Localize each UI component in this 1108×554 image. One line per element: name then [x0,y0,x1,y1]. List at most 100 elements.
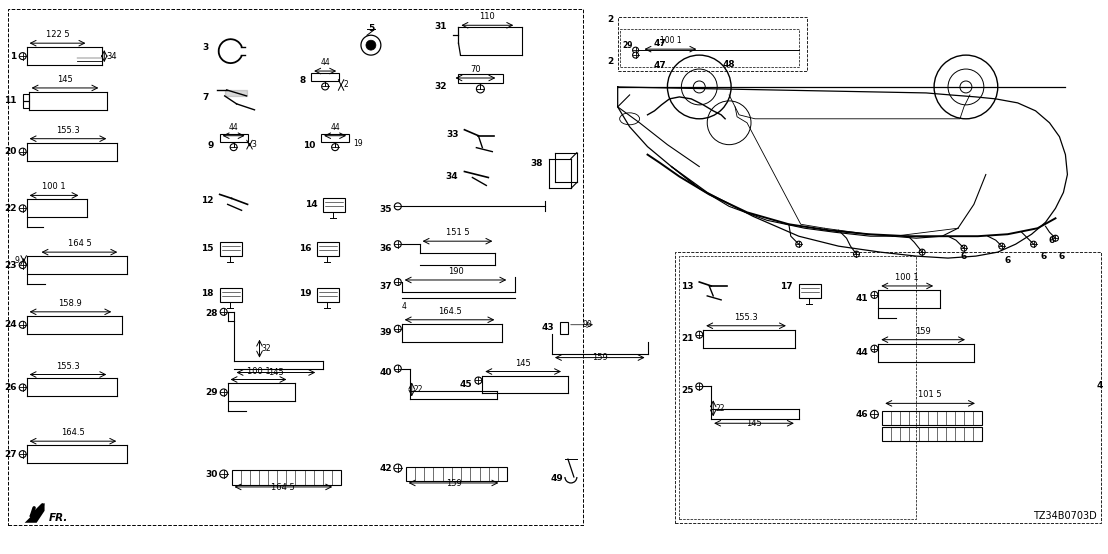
Text: TZ34B0703D: TZ34B0703D [1034,511,1097,521]
Text: 6: 6 [1040,252,1047,260]
Text: 110: 110 [480,12,495,21]
Circle shape [394,240,401,248]
Text: 101 5: 101 5 [919,391,942,399]
Text: 145: 145 [268,368,284,377]
Text: 30: 30 [205,469,217,479]
Circle shape [394,279,401,285]
Bar [8,9,583,525]
Text: 155.3: 155.3 [57,362,80,371]
Text: 164.5: 164.5 [438,307,461,316]
Bar [321,134,349,142]
Text: 44: 44 [228,123,238,132]
Bar [799,284,821,298]
Text: 159: 159 [592,352,607,362]
Text: 17: 17 [780,283,793,291]
Text: 16: 16 [299,244,311,253]
Text: 3: 3 [252,140,256,149]
Polygon shape [24,503,44,523]
Text: 100 1: 100 1 [42,182,65,192]
Text: 164 5: 164 5 [271,483,295,492]
Text: 22: 22 [413,385,423,394]
Bar [324,198,345,212]
Circle shape [19,384,27,391]
Bar [317,288,339,302]
Text: 29: 29 [205,388,217,397]
Text: 159: 159 [445,479,461,488]
Text: 164.5: 164.5 [61,428,85,437]
Text: 19: 19 [298,289,311,299]
Text: 145: 145 [58,75,73,84]
Text: 9: 9 [14,255,20,265]
Circle shape [934,55,998,119]
Text: 14: 14 [305,200,317,209]
Text: 2: 2 [607,15,614,24]
Text: 25: 25 [680,386,694,395]
Bar [219,242,242,256]
Circle shape [633,52,638,58]
Text: 90: 90 [583,320,593,329]
Circle shape [696,383,702,390]
Bar [676,252,1101,523]
Bar [560,322,568,334]
Text: 38: 38 [531,159,543,168]
Text: 36: 36 [379,244,392,253]
Text: 6: 6 [961,252,967,260]
Circle shape [19,450,27,458]
Text: 190: 190 [448,267,463,276]
Bar [619,29,799,67]
Text: 4: 4 [402,302,407,311]
Bar [311,73,339,81]
Bar [219,134,247,142]
Text: 122 5: 122 5 [45,30,70,39]
Circle shape [19,261,27,269]
Circle shape [19,205,27,212]
Circle shape [220,389,227,396]
Circle shape [1053,235,1058,241]
Circle shape [961,245,967,251]
Text: 100 1: 100 1 [247,367,270,376]
Text: 22: 22 [4,204,17,213]
Circle shape [19,53,27,60]
Text: 35: 35 [379,205,392,214]
Circle shape [920,249,925,255]
Circle shape [19,321,27,328]
Bar [458,74,503,83]
Circle shape [394,325,401,332]
Text: 41: 41 [855,294,869,304]
Text: 2: 2 [343,80,348,89]
Text: 145: 145 [746,419,762,428]
Bar [317,242,339,256]
Text: 70: 70 [470,65,481,74]
Text: 155.3: 155.3 [57,126,80,135]
Circle shape [796,241,802,247]
Text: 21: 21 [680,334,694,343]
Text: 6: 6 [1005,255,1010,265]
Text: 46: 46 [855,410,869,419]
Text: 33: 33 [447,130,459,139]
Text: 2: 2 [607,57,614,65]
Text: 34: 34 [445,172,459,181]
Circle shape [19,148,27,155]
Text: 18: 18 [202,289,214,299]
Text: 22: 22 [715,404,725,413]
Text: 15: 15 [202,244,214,253]
Bar [882,411,982,425]
Text: 39: 39 [379,328,392,337]
Bar [882,427,982,441]
Text: 11: 11 [4,96,17,105]
Text: FR.: FR. [49,513,68,523]
Circle shape [220,309,227,315]
Text: 29: 29 [623,40,633,50]
Circle shape [633,47,638,53]
Circle shape [998,243,1005,249]
Text: 42: 42 [379,464,392,473]
Text: 159: 159 [915,327,931,336]
Bar [679,256,916,519]
Text: 24: 24 [4,320,17,329]
Bar [219,288,242,302]
Text: 19: 19 [353,139,362,148]
Circle shape [219,470,227,478]
Text: 10: 10 [302,141,315,150]
Text: 44: 44 [855,348,869,357]
Circle shape [871,345,878,352]
